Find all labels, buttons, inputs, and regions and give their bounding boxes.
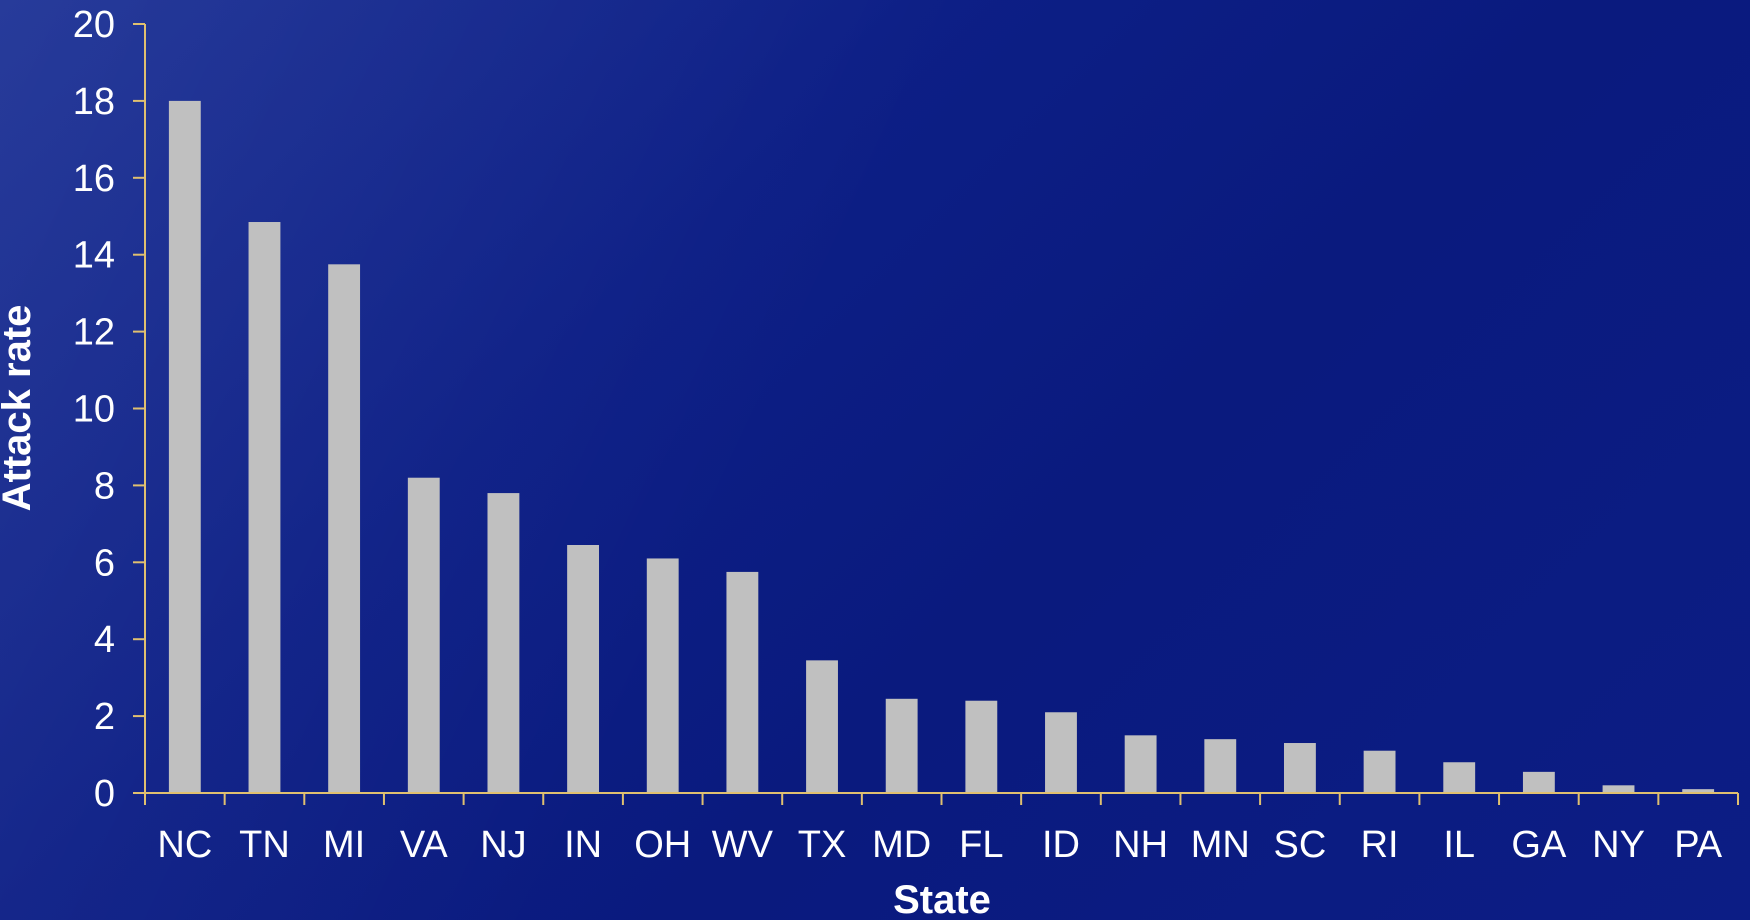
bar-md [885, 698, 918, 793]
y-tick-label: 0 [94, 773, 115, 815]
bar-ny [1602, 785, 1635, 793]
y-tick-label: 2 [94, 696, 115, 738]
x-tick-label: PA [1674, 824, 1723, 866]
x-tick-label: FL [959, 824, 1003, 866]
x-tick-label: IL [1443, 824, 1475, 866]
x-tick-label: NJ [480, 824, 526, 866]
y-tick-label: 10 [73, 389, 115, 431]
bar-wv [726, 571, 759, 793]
x-axis-ticks: NC TN MI VA NJ IN OH WV TX MD FL ID NH MN SC RI IL GA NY PA [144, 793, 1739, 866]
bar-tn [248, 222, 281, 793]
y-tick-label: 16 [73, 158, 115, 200]
bar-va [407, 477, 440, 793]
bar-pa [1682, 789, 1715, 793]
x-tick-label: RI [1361, 824, 1399, 866]
x-tick-label: TN [239, 824, 290, 866]
y-tick-label: 20 [73, 4, 115, 46]
x-tick-label: IN [564, 824, 602, 866]
bar-nc [168, 100, 201, 793]
y-axis-ticks: 0 2 4 6 8 10 12 14 16 18 20 [73, 4, 145, 815]
x-tick-label: MD [872, 824, 931, 866]
bar-sc [1283, 743, 1316, 793]
x-tick-label: MN [1191, 824, 1250, 866]
bar-nj [487, 493, 520, 793]
bar-tx [806, 660, 838, 793]
x-tick-label: VA [400, 824, 449, 866]
bar-mi [328, 264, 361, 793]
x-axis-title: State [893, 878, 991, 920]
x-tick-label: NY [1592, 824, 1645, 866]
bar-in [567, 544, 600, 793]
y-tick-label: 14 [73, 235, 115, 277]
bar-il [1443, 762, 1476, 793]
x-tick-label: NH [1113, 824, 1168, 866]
x-tick-label: OH [634, 824, 691, 866]
bar-mn [1204, 739, 1237, 793]
x-tick-label: GA [1511, 824, 1567, 866]
bar-nh [1124, 735, 1157, 793]
y-tick-label: 8 [94, 465, 115, 507]
y-tick-label: 18 [73, 81, 115, 123]
x-tick-label: ID [1042, 824, 1080, 866]
y-tick-label: 12 [73, 312, 115, 354]
x-tick-label: WV [712, 824, 774, 866]
bar-fl [965, 700, 998, 793]
bar-oh [646, 558, 679, 793]
x-tick-label: MI [323, 824, 365, 866]
bar-ga [1522, 771, 1555, 793]
bar-ri [1363, 750, 1396, 793]
y-tick-label: 4 [94, 619, 115, 661]
x-tick-label: SC [1274, 824, 1327, 866]
bar-id [1045, 712, 1077, 793]
y-axis-title: Attack rate [0, 305, 39, 512]
x-tick-label: TX [798, 824, 847, 866]
x-tick-label: NC [157, 824, 212, 866]
bars [168, 100, 1715, 793]
y-tick-label: 6 [94, 542, 115, 584]
